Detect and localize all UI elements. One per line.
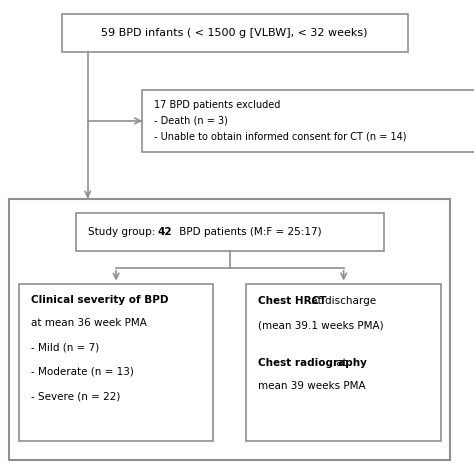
FancyBboxPatch shape	[76, 213, 384, 251]
Text: at discharge: at discharge	[308, 296, 376, 306]
FancyBboxPatch shape	[9, 199, 450, 460]
Text: Study group:: Study group:	[88, 227, 158, 237]
Text: (mean 39.1 weeks PMA): (mean 39.1 weeks PMA)	[258, 321, 384, 331]
FancyBboxPatch shape	[19, 284, 213, 441]
Text: - Severe (n = 22): - Severe (n = 22)	[31, 392, 120, 401]
Text: - Death (n = 3): - Death (n = 3)	[154, 116, 228, 126]
Text: 17 BPD patients excluded: 17 BPD patients excluded	[154, 100, 281, 109]
Text: - Mild (n = 7): - Mild (n = 7)	[31, 342, 99, 352]
FancyBboxPatch shape	[62, 14, 408, 52]
FancyBboxPatch shape	[142, 90, 474, 152]
Text: at mean 36 week PMA: at mean 36 week PMA	[31, 318, 146, 328]
Text: Clinical severity of BPD: Clinical severity of BPD	[31, 295, 168, 305]
Text: 59 BPD infants ( < 1500 g [VLBW], < 32 weeks): 59 BPD infants ( < 1500 g [VLBW], < 32 w…	[101, 28, 368, 38]
Text: Chest HRCT: Chest HRCT	[258, 296, 327, 306]
Text: 42: 42	[158, 227, 173, 237]
Text: - Moderate (n = 13): - Moderate (n = 13)	[31, 367, 134, 377]
Text: BPD patients (M:F = 25:17): BPD patients (M:F = 25:17)	[176, 227, 321, 237]
Text: mean 39 weeks PMA: mean 39 weeks PMA	[258, 381, 366, 391]
Text: at: at	[333, 358, 347, 368]
FancyBboxPatch shape	[246, 284, 441, 441]
Text: Chest radiography: Chest radiography	[258, 358, 367, 368]
Text: - Unable to obtain informed consent for CT (n = 14): - Unable to obtain informed consent for …	[154, 132, 407, 142]
